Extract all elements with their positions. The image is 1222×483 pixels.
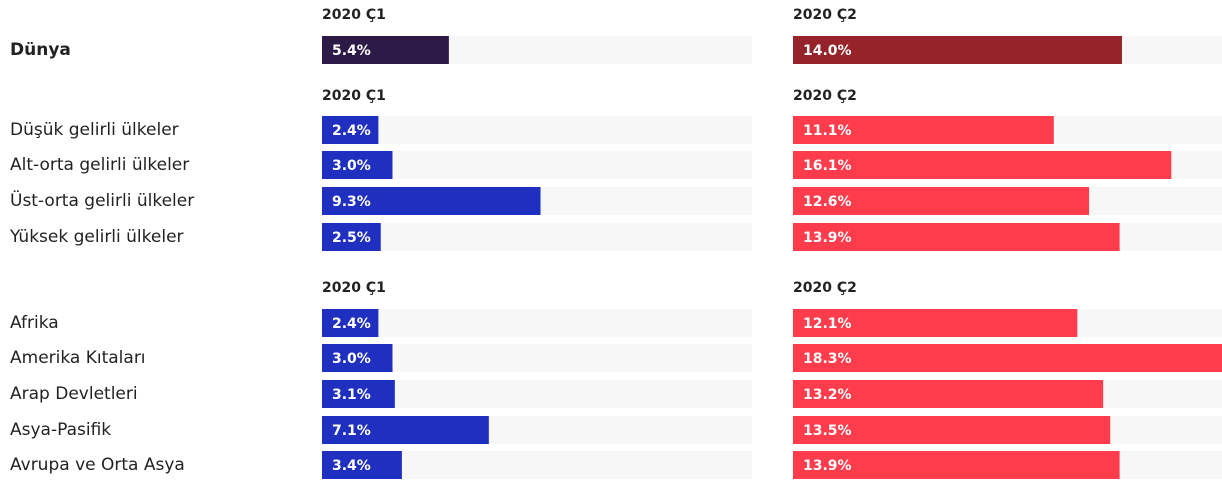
value-label: 16.1% (803, 158, 852, 174)
value-label: 14.0% (803, 43, 852, 59)
bar (322, 309, 379, 337)
value-label: 3.0% (332, 351, 371, 367)
value-label: 12.6% (803, 194, 852, 210)
row-label: Dünya (10, 40, 71, 60)
bar (793, 116, 1054, 144)
row-label: Yüksek gelirli ülkeler (9, 227, 184, 247)
bar (793, 451, 1120, 479)
column-header: 2020 Ç2 (793, 88, 857, 104)
column-header: 2020 Ç2 (793, 280, 857, 296)
bar (322, 344, 393, 372)
value-label: 13.5% (803, 423, 852, 439)
value-label: 2.4% (332, 123, 371, 139)
value-label: 9.3% (332, 194, 371, 210)
column-header: 2020 Ç1 (322, 88, 386, 104)
value-label: 13.9% (803, 458, 852, 474)
column-header: 2020 Ç1 (322, 7, 386, 23)
value-label: 2.4% (332, 316, 371, 332)
value-label: 11.1% (803, 123, 852, 139)
value-label: 3.4% (332, 458, 371, 474)
value-label: 13.2% (803, 387, 852, 403)
row-label: Amerika Kıtaları (10, 348, 146, 368)
bar (793, 187, 1090, 215)
bar (793, 36, 1122, 64)
value-label: 18.3% (803, 351, 852, 367)
row-label: Avrupa ve Orta Asya (10, 455, 185, 475)
bar (322, 223, 381, 251)
bar (322, 151, 393, 179)
bar-track (322, 116, 752, 144)
bar (322, 416, 489, 444)
row-label: Asya-Pasifik (10, 420, 111, 440)
bar (793, 151, 1172, 179)
value-label: 2.5% (332, 230, 371, 246)
value-label: 3.0% (332, 158, 371, 174)
row-label: Düşük gelirli ülkeler (10, 120, 179, 140)
bar (322, 187, 541, 215)
bar (322, 36, 449, 64)
bar-track (322, 344, 752, 372)
row-label: Alt-orta gelirli ülkeler (10, 155, 189, 175)
bar (322, 380, 395, 408)
bar (322, 116, 379, 144)
bar (793, 309, 1078, 337)
row-label: Üst-orta gelirli ülkeler (10, 189, 194, 211)
bar (793, 380, 1104, 408)
bar-track (322, 151, 752, 179)
value-label: 13.9% (803, 230, 852, 246)
column-header: 2020 Ç2 (793, 7, 857, 23)
value-label: 7.1% (332, 423, 371, 439)
bar-track (322, 223, 752, 251)
bar (793, 223, 1120, 251)
value-label: 5.4% (332, 43, 371, 59)
row-label: Arap Devletleri (10, 384, 138, 404)
value-label: 12.1% (803, 316, 852, 332)
bar (793, 344, 1222, 372)
column-header: 2020 Ç1 (322, 280, 386, 296)
bar (793, 416, 1111, 444)
row-label: Afrika (10, 313, 59, 333)
value-label: 3.1% (332, 387, 371, 403)
bar-track (322, 309, 752, 337)
bar (322, 451, 402, 479)
